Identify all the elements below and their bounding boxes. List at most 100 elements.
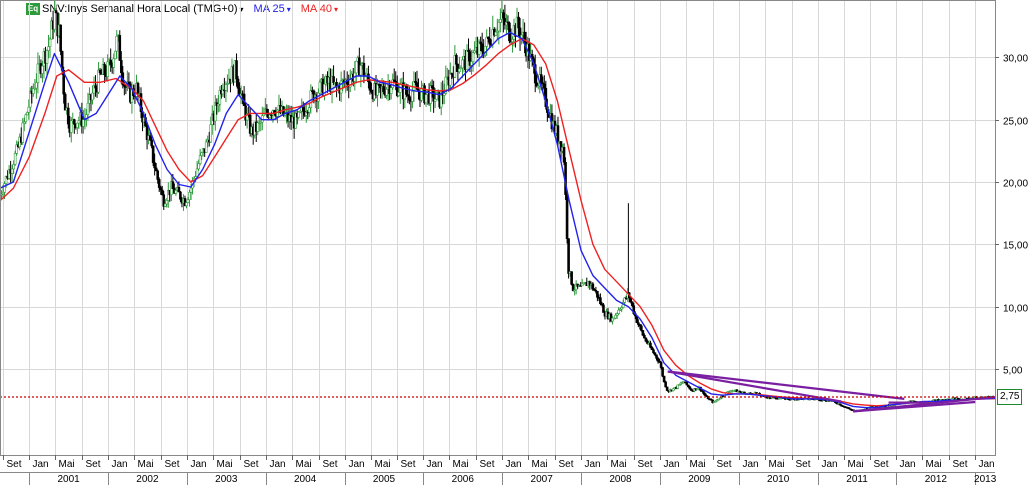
candle-body: [602, 304, 605, 313]
candle-body: [245, 113, 249, 121]
ma40-line: [0, 37, 996, 407]
candle-body: [835, 402, 839, 405]
candle-body: [449, 73, 452, 86]
y-tick-label: 30,00: [1003, 54, 1028, 65]
candle-body: [389, 87, 393, 94]
candle-body: [630, 301, 634, 306]
candle-body: [118, 35, 122, 61]
candle-body: [188, 191, 191, 200]
candle-body: [433, 98, 437, 102]
candle-body: [652, 349, 655, 354]
candle-body: [32, 88, 35, 94]
month-label: Jan: [822, 459, 838, 470]
trendline: [667, 370, 905, 400]
candle-body: [685, 381, 689, 386]
candle-body: [640, 325, 643, 331]
candle-body: [162, 194, 166, 207]
ma40-legend[interactable]: MA 40 ▾: [301, 3, 338, 15]
month-label: Jan: [979, 459, 995, 470]
candle-body: [362, 62, 366, 77]
candle-body: [306, 111, 310, 114]
candle-body: [276, 109, 279, 117]
candle-body: [596, 291, 599, 298]
month-label: Set: [717, 459, 732, 470]
month-label: Mai: [296, 459, 312, 470]
candle-body: [497, 22, 501, 32]
candle-body: [661, 367, 664, 377]
year-label: 2003: [215, 474, 238, 485]
chevron-down-icon: ▾: [333, 5, 338, 14]
candle-body: [265, 108, 269, 114]
candle-body: [218, 90, 222, 105]
candle-body: [703, 393, 707, 396]
candle-body: [612, 317, 616, 320]
month-label: Set: [323, 459, 338, 470]
candle-body: [13, 153, 17, 165]
candle-body: [408, 95, 411, 101]
year-label: 2001: [57, 474, 80, 485]
candle-body: [136, 82, 140, 95]
y-tick-label: 5,00: [1003, 366, 1023, 377]
candle-body: [148, 135, 152, 141]
candle-body: [677, 384, 681, 386]
candle-body: [22, 121, 26, 124]
candle-body: [658, 361, 661, 363]
candle-body: [637, 322, 640, 325]
candle-body: [248, 114, 252, 134]
candle-body: [562, 147, 566, 163]
candle-body: [76, 122, 79, 128]
candle-body: [82, 119, 85, 127]
candle-body: [653, 352, 657, 356]
candle-body: [523, 31, 526, 43]
y-tick-label: 20,00: [1003, 179, 1028, 190]
candle-body: [139, 93, 143, 113]
candle-body: [50, 20, 53, 40]
month-label: Mai: [690, 459, 706, 470]
candle-body: [688, 386, 692, 390]
candle-body: [717, 398, 720, 401]
candle-body: [36, 63, 40, 83]
candle-body: [659, 362, 663, 368]
candle-body: [98, 69, 102, 73]
candle-body: [609, 313, 613, 322]
candle-body: [379, 84, 382, 89]
current-price-tag: 2,75: [997, 389, 1023, 406]
candle-body: [567, 238, 570, 274]
candle-body: [86, 102, 90, 115]
candle-body: [165, 200, 169, 205]
candle-body: [97, 69, 100, 93]
candle-body: [473, 50, 476, 54]
year-label: 2010: [767, 474, 790, 485]
ma25-legend[interactable]: MA 25 ▾: [254, 3, 291, 15]
candle-body: [368, 81, 372, 91]
candles-group: [0, 0, 996, 412]
candle-body: [574, 283, 578, 291]
candle-body: [459, 67, 463, 70]
month-label: Jan: [506, 459, 522, 470]
candle-body: [235, 60, 238, 80]
candle-body: [432, 87, 435, 102]
symbol-selector[interactable]: SNV:Inys Semanal Hora Local (TMG+0) ▾: [42, 3, 244, 15]
candle-body: [41, 65, 44, 74]
chart-header: Eq SNV:Inys Semanal Hora Local (TMG+0) ▾ …: [0, 0, 338, 18]
candle-body: [62, 70, 65, 95]
candle-body: [732, 390, 736, 392]
candle-body: [573, 289, 576, 292]
candle-body: [671, 388, 675, 391]
candle-body: [367, 73, 370, 83]
candle-body: [477, 41, 481, 55]
candle-body: [124, 86, 128, 88]
candle-body: [494, 31, 498, 36]
candle-body: [115, 35, 119, 52]
candle-body: [318, 81, 322, 94]
candle-body: [63, 93, 67, 111]
y-tick-label: 15,00: [1003, 241, 1028, 252]
candle-body: [536, 85, 540, 88]
candle-body: [541, 82, 545, 85]
trendlines-group[interactable]: [0, 370, 996, 413]
month-label: Jan: [33, 459, 49, 470]
candle-body: [411, 91, 414, 102]
candle-body: [623, 297, 626, 303]
candle-body: [109, 59, 112, 65]
